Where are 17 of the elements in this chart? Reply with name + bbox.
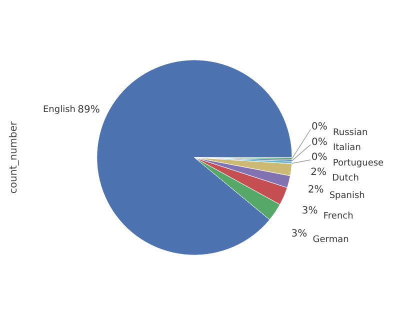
slice-label: German	[312, 234, 349, 245]
data-label: 0%	[311, 152, 328, 164]
data-label: 3%	[302, 205, 318, 216]
slice-label: Spanish	[329, 190, 365, 201]
slice-label: French	[323, 212, 354, 222]
text: count_number	[8, 120, 20, 194]
slice-label: Italian	[332, 143, 361, 154]
data-label: 3%	[291, 228, 308, 240]
data-label: 2%	[310, 167, 327, 178]
slice-label: Dutch	[332, 174, 359, 184]
data-label: 89%	[78, 104, 100, 116]
data-label: 0%	[312, 122, 328, 133]
slice-label: English	[42, 104, 76, 115]
slice-label: Portuguese	[332, 158, 384, 168]
data-label: 2%	[308, 184, 324, 196]
data-label: 0%	[312, 136, 328, 148]
slice-label: Russian	[333, 128, 368, 138]
